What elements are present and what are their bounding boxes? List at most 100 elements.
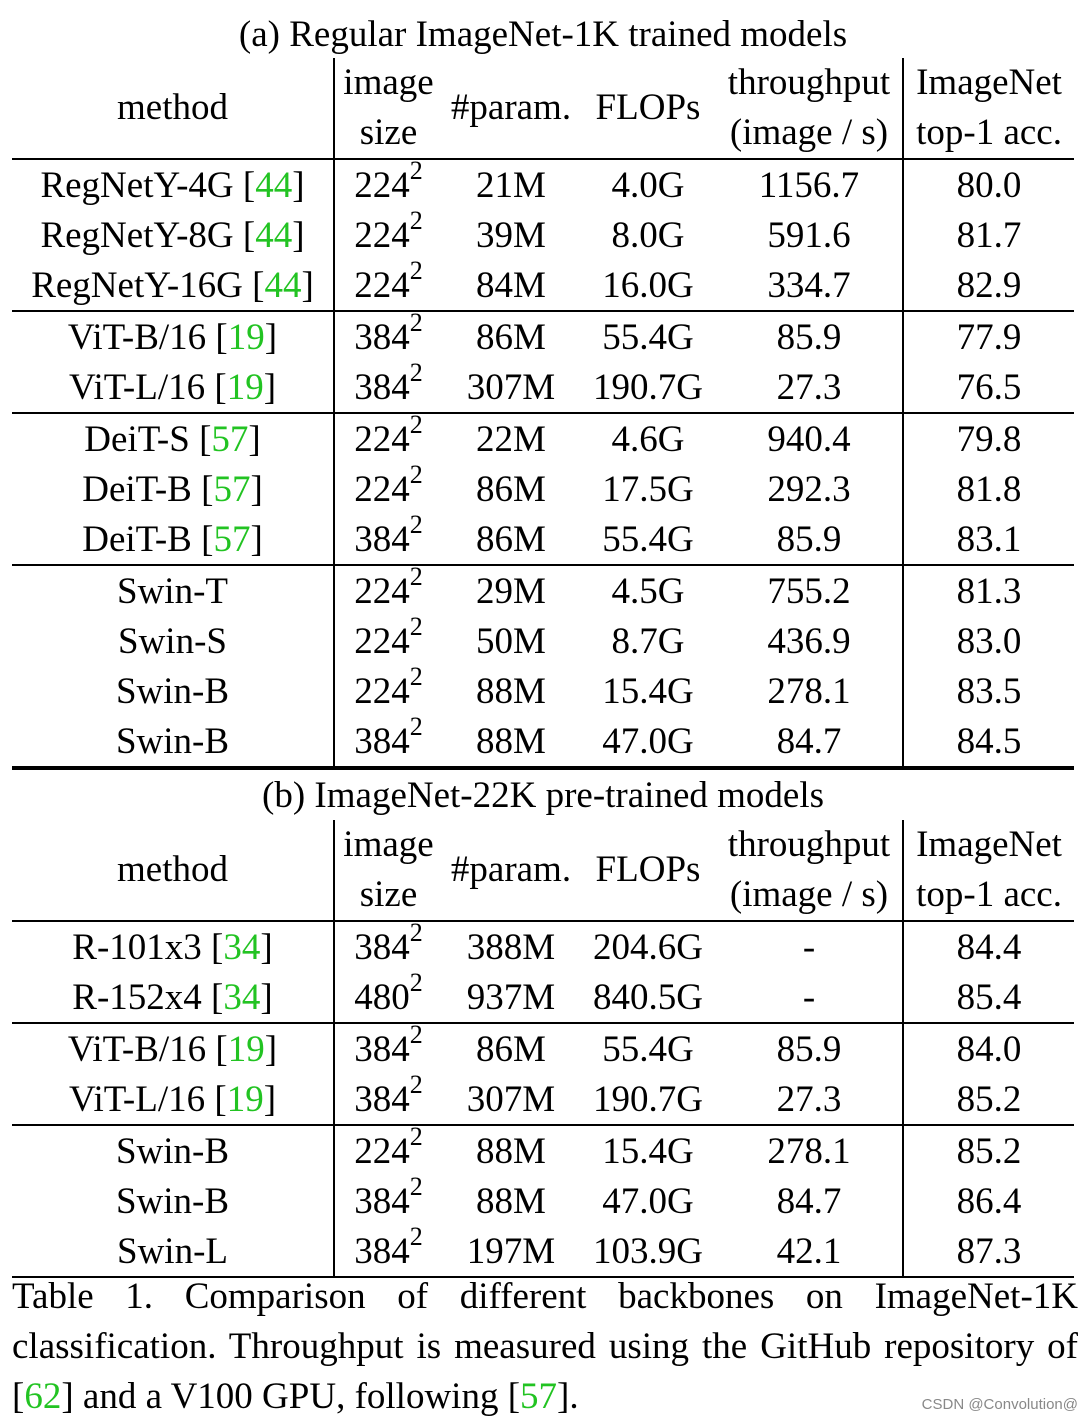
cell-method: Swin-B	[12, 666, 335, 716]
citation-link[interactable]: 19	[227, 1028, 265, 1070]
citation-link[interactable]: 57	[211, 418, 249, 460]
cell-accuracy: 77.9	[903, 310, 1075, 362]
caption-citation-link[interactable]: 57	[520, 1376, 558, 1417]
citation-link[interactable]: 34	[223, 976, 261, 1018]
cell-params: 88M	[442, 1124, 580, 1176]
cell-throughput: 85.9	[716, 514, 904, 565]
method-name: ViT-B/16	[67, 316, 207, 358]
comparison-table: (a) Regular ImageNet-1K trained models m…	[12, 10, 1075, 1278]
cell-image-size: 2242	[354, 156, 423, 206]
cell-image-size: 3842	[354, 510, 423, 560]
method-name: ViT-L/16	[68, 366, 206, 408]
cell-throughput: 85.9	[716, 310, 904, 362]
cell-params: 86M	[476, 468, 546, 510]
caption-citation-link[interactable]: 62	[24, 1376, 62, 1417]
table-row: RegNetY-4G [44] 2242 21M 4.0G 1156.7 80.0	[12, 156, 1074, 210]
cell-throughput: 84.7	[716, 716, 904, 768]
cell-params: 86M	[442, 1022, 580, 1074]
cell-throughput: 591.6	[716, 210, 904, 260]
section-a-header-row: method image size #param. FLOPs throughpu…	[12, 58, 1075, 160]
cell-accuracy: 84.5	[956, 720, 1022, 762]
cell-flops: 8.0G	[611, 214, 685, 256]
cell-method: ViT-L/16 [19]	[12, 362, 335, 413]
method-name: R-152x4	[72, 976, 202, 1018]
cell-method: Swin-B	[12, 1124, 335, 1176]
citation-link[interactable]: 44	[264, 264, 302, 306]
method-name: ViT-L/16	[68, 1078, 206, 1120]
method-name: R-101x3	[72, 926, 202, 968]
citation-link[interactable]: 44	[255, 214, 293, 256]
cell-throughput: 278.1	[716, 666, 904, 716]
cell-image-size: 3842	[354, 358, 423, 408]
section-b-header-row: method image size #param. FLOPs throughpu…	[12, 820, 1075, 922]
cell-params: 29M	[442, 564, 580, 616]
cell-accuracy: 84.4	[956, 926, 1022, 968]
cell-method: Swin-T	[12, 564, 335, 616]
cell-params: 88M	[476, 1180, 546, 1222]
citation-link[interactable]: 19	[227, 316, 265, 358]
citation-link[interactable]: 57	[213, 468, 251, 510]
cell-throughput: 436.9	[716, 616, 904, 666]
cell-params: 388M	[466, 926, 556, 968]
table-row: Swin-T 2242 29M 4.5G 755.2 81.3	[12, 564, 1075, 616]
cell-accuracy: 79.8	[903, 412, 1075, 464]
cell-throughput: 27.3	[716, 1074, 904, 1125]
cell-accuracy: 82.9	[956, 264, 1022, 306]
method-name: Swin-B	[115, 1180, 230, 1222]
cell-accuracy: 83.5	[956, 670, 1022, 712]
cell-throughput: 278.1	[716, 1124, 904, 1176]
watermark: CSDN @Convolution@	[921, 1396, 1078, 1413]
method-name: Swin-B	[115, 670, 230, 712]
method-name: RegNetY-4G	[40, 164, 234, 206]
citation-link[interactable]: 34	[223, 926, 261, 968]
cell-method: DeiT-B [57]	[12, 464, 335, 514]
method-name: DeiT-B	[82, 468, 192, 510]
table-row: ViT-B/16 [19] 3842 86M 55.4G 85.9 84.0	[12, 1022, 1075, 1074]
cell-image-size: 2242	[334, 564, 442, 616]
cell-image-size: 2242	[354, 460, 423, 510]
cell-throughput: 85.9	[716, 1022, 904, 1074]
cell-flops: 15.4G	[580, 1124, 716, 1176]
cell-params: 21M	[476, 164, 546, 206]
cell-throughput: 940.4	[716, 412, 904, 464]
cell-accuracy: 87.3	[903, 1226, 1075, 1278]
cell-flops: 15.4G	[602, 670, 694, 712]
cell-accuracy: 81.7	[956, 214, 1022, 256]
method-name: RegNetY-16G	[31, 264, 243, 306]
cell-method: R-101x3 [34]	[12, 921, 335, 972]
cell-accuracy: 83.0	[956, 620, 1022, 662]
cell-params: 39M	[476, 214, 546, 256]
cell-method: RegNetY-16G [44]	[12, 260, 335, 311]
cell-flops: 55.4G	[580, 1022, 716, 1074]
cell-method: R-152x4 [34]	[12, 972, 335, 1023]
cell-flops: 840.5G	[593, 976, 703, 1018]
citation-link[interactable]: 44	[255, 164, 293, 206]
cell-image-size: 3842	[354, 1070, 423, 1120]
table-row: Swin-B 3842 88M 47.0G 84.7 84.5	[12, 712, 1074, 768]
table-row: ViT-L/16 [19] 3842 307M 190.7G 27.3 85.2	[12, 1070, 1074, 1125]
cell-accuracy: 85.4	[956, 976, 1022, 1018]
cell-flops: 47.0G	[602, 720, 694, 762]
header-image-size: image size	[334, 820, 442, 922]
citation-link[interactable]: 57	[213, 518, 251, 560]
cell-image-size: 2242	[354, 612, 423, 662]
cell-flops: 190.7G	[593, 1078, 703, 1120]
table-caption: Table 1. Comparison of different backbon…	[12, 1276, 1078, 1417]
cell-flops: 47.0G	[602, 1180, 694, 1222]
method-name: Swin-B	[115, 1130, 230, 1172]
citation-link[interactable]: 19	[226, 366, 264, 408]
table-container: (a) Regular ImageNet-1K trained models m…	[12, 10, 1076, 1278]
cell-flops: 17.5G	[602, 468, 694, 510]
method-name: Swin-B	[115, 720, 230, 762]
table-row: Swin-B 2242 88M 15.4G 278.1 83.5	[12, 664, 1074, 716]
method-name: RegNetY-8G	[40, 214, 234, 256]
cell-flops: 55.4G	[602, 518, 694, 560]
cell-accuracy: 84.0	[903, 1022, 1075, 1074]
section-b-title-row: (b) ImageNet-22K pre-trained models	[12, 766, 1075, 820]
header-flops: FLOPs	[580, 820, 716, 922]
citation-link[interactable]: 19	[226, 1078, 264, 1120]
cell-params: 22M	[442, 412, 580, 464]
cell-image-size: 3842	[354, 712, 423, 762]
cell-image-size: 2242	[334, 1124, 442, 1176]
table-row: DeiT-B [57] 3842 86M 55.4G 85.9 83.1	[12, 510, 1074, 565]
